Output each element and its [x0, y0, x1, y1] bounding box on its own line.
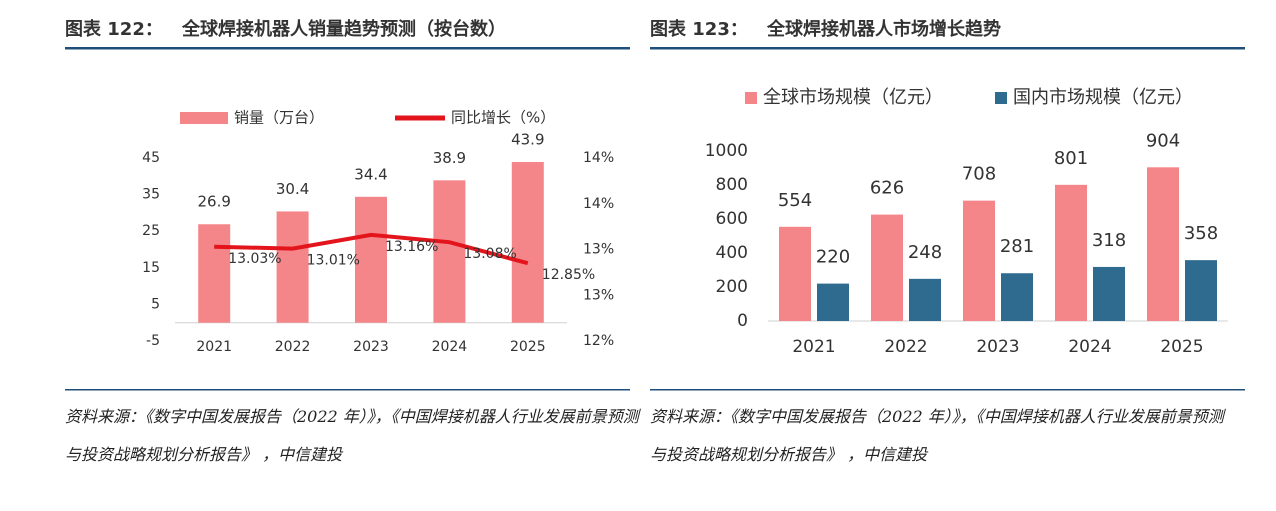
data-label: 554: [778, 190, 812, 211]
bar: [871, 214, 903, 321]
bar: [355, 196, 387, 323]
y-tick-label: 25: [142, 223, 160, 239]
y-tick-label: -5: [146, 333, 160, 349]
figure-label: 图表 123：: [650, 18, 748, 40]
y-tick-label: 15: [142, 260, 160, 276]
footer-rule: [650, 389, 1245, 391]
data-label: 626: [870, 178, 904, 199]
bar: [1093, 266, 1125, 321]
y-tick-label: 0: [737, 311, 748, 331]
bar: [1147, 167, 1179, 321]
header-rule: [65, 47, 630, 50]
data-label: 318: [1092, 230, 1126, 251]
data-label: 26.9: [197, 193, 230, 211]
y2-tick-label: 13%: [583, 242, 614, 258]
data-label: 708: [962, 164, 996, 185]
data-label: 34.4: [354, 165, 387, 183]
legend-swatch: [745, 92, 757, 104]
y-tick-label: 600: [716, 209, 748, 229]
bar: [511, 162, 544, 323]
figure-label: 图表 122：: [65, 18, 163, 40]
header-rule: [650, 47, 1245, 50]
footer-rule: [65, 389, 630, 391]
source-note: 资料来源：《数字中国发展报告（2022 年）》，《中国焊接机器人行业发展前景预测…: [65, 407, 639, 464]
data-label: 13.08%: [463, 246, 516, 262]
y-tick-label: 5: [151, 296, 160, 312]
y2-tick-label: 12%: [583, 333, 614, 349]
data-label: 13.03%: [228, 251, 281, 267]
legend-label: 国内市场规模（亿元）: [1013, 87, 1193, 108]
x-tick-label: 2021: [196, 339, 232, 355]
legend-label: 同比增长（%）: [451, 109, 555, 127]
x-tick-label: 2023: [976, 337, 1019, 357]
data-label: 38.9: [433, 149, 466, 167]
y-tick-label: 45: [142, 150, 160, 166]
data-label: 801: [1054, 148, 1088, 169]
bar: [433, 180, 466, 323]
data-label: 30.4: [276, 180, 309, 198]
bar: [1001, 273, 1033, 321]
y-tick-label: 1000: [705, 141, 748, 161]
bar: [198, 224, 231, 323]
x-tick-label: 2024: [1068, 337, 1111, 357]
bar: [817, 283, 849, 321]
data-label: 281: [1000, 236, 1034, 257]
data-label: 13.01%: [307, 253, 360, 269]
x-tick-label: 2021: [792, 337, 835, 357]
data-label: 358: [1184, 223, 1218, 244]
x-tick-label: 2025: [1160, 337, 1203, 357]
data-label: 248: [908, 242, 942, 263]
x-tick-label: 2023: [353, 339, 389, 355]
y-tick-label: 800: [716, 175, 748, 195]
y2-tick-label: 13%: [583, 287, 614, 303]
y2-tick-label: 14%: [583, 196, 614, 212]
bar: [909, 278, 941, 321]
legend-label: 销量（万台）: [234, 109, 324, 127]
data-label: 904: [1146, 130, 1180, 151]
y-tick-label: 400: [716, 243, 748, 263]
line: [214, 232, 529, 266]
x-tick-label: 2025: [510, 339, 546, 355]
chart-title: 全球焊接机器人市场增长趋势: [766, 18, 1001, 40]
bar: [276, 211, 309, 323]
legend-swatch: [180, 112, 228, 124]
y-tick-label: 200: [716, 277, 748, 297]
chart-title: 全球焊接机器人销量趋势预测（按台数）: [181, 18, 506, 40]
legend-label: 全球市场规模（亿元）: [763, 87, 943, 108]
x-tick-label: 2022: [884, 337, 927, 357]
source-note: 资料来源：《数字中国发展报告（2022 年）》，《中国焊接机器人行业发展前景预测…: [650, 407, 1224, 464]
data-label: 13.16%: [385, 239, 438, 255]
x-tick-label: 2024: [432, 339, 468, 355]
data-label: 12.85%: [542, 267, 595, 283]
legend-swatch: [995, 92, 1007, 104]
bar: [963, 200, 995, 321]
x-tick-label: 2022: [275, 339, 311, 355]
bar: [1185, 260, 1217, 321]
data-label: 43.9: [511, 131, 544, 149]
bar: [779, 226, 811, 321]
y2-tick-label: 14%: [583, 150, 614, 166]
y-tick-label: 35: [142, 187, 160, 203]
bar: [1055, 184, 1087, 321]
data-label: 220: [816, 247, 850, 268]
